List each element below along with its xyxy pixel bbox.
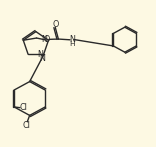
Text: Cl: Cl xyxy=(20,103,27,112)
Text: N: N xyxy=(37,50,43,59)
Text: N: N xyxy=(39,54,45,63)
Text: H: H xyxy=(70,41,75,47)
Text: N: N xyxy=(42,35,48,44)
Text: N: N xyxy=(69,35,75,44)
Text: O: O xyxy=(52,20,58,29)
Text: Cl: Cl xyxy=(23,121,30,130)
Text: O: O xyxy=(44,35,50,44)
